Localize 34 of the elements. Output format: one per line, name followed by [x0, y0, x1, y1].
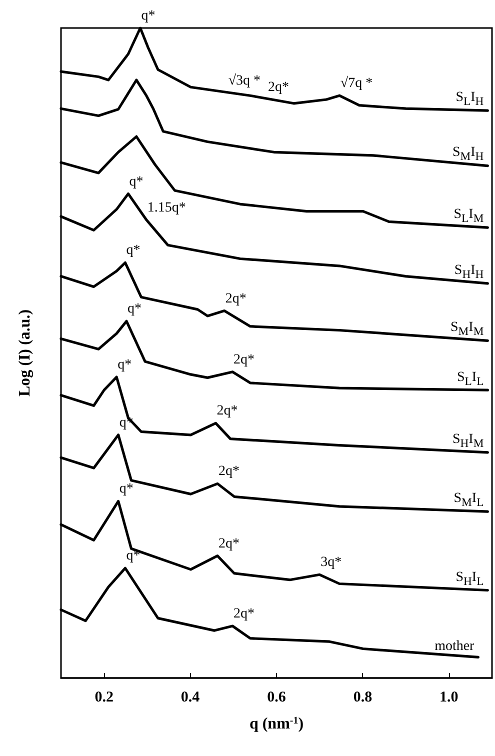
- series-label: S$_{L}$I$_{L}$: [456, 370, 484, 388]
- series-label: S$_{L}$I$_{H}$: [456, 90, 484, 108]
- annotation: 2q*: [234, 606, 255, 622]
- series-label: S$_{L}$I$_{M}$: [454, 207, 484, 225]
- annotation: 3q*: [320, 555, 342, 570]
- annotation: q*: [119, 482, 134, 497]
- annotation: q*: [141, 8, 156, 24]
- x-tick-label: 0.8: [353, 690, 372, 706]
- series-label: mother: [434, 639, 474, 654]
- x-tick-label: 0.2: [94, 690, 114, 706]
- x-tick-label: 1.0: [440, 690, 458, 706]
- y-axis-title: Log (I) (a.u.): [16, 309, 34, 397]
- annotation: q*: [128, 302, 142, 317]
- x-tick-label: 0.6: [267, 690, 286, 706]
- series-label: S$_{H}$I$_{H}$: [454, 262, 484, 281]
- x-tick-label: 0.4: [180, 690, 200, 706]
- annotation: 2q*: [268, 80, 290, 95]
- series-label: S$_{H}$I$_{L}$: [456, 570, 484, 588]
- annotation: q*: [126, 548, 140, 564]
- annotation: q*: [118, 358, 132, 373]
- annotation: 2q*: [225, 291, 246, 306]
- annotation: 1.15q*: [147, 200, 186, 216]
- annotation: 2q*: [218, 536, 240, 552]
- annotation: 2q*: [216, 404, 238, 419]
- annotation: 2q*: [234, 352, 255, 368]
- series-label: S$_{M}$I$_{M}$: [450, 320, 484, 338]
- series-label: S$_{M}$I$_{L}$: [454, 491, 484, 509]
- annotation: q*: [129, 174, 144, 190]
- annotation: √7q *: [340, 75, 373, 92]
- annotation: √3q *: [228, 72, 261, 88]
- annotation: 2q*: [218, 464, 240, 480]
- annotation: q*: [126, 243, 140, 258]
- series-label: S$_{H}$I$_{M}$: [452, 432, 484, 450]
- series-label: S$_{M}$I$_{H}$: [452, 145, 484, 164]
